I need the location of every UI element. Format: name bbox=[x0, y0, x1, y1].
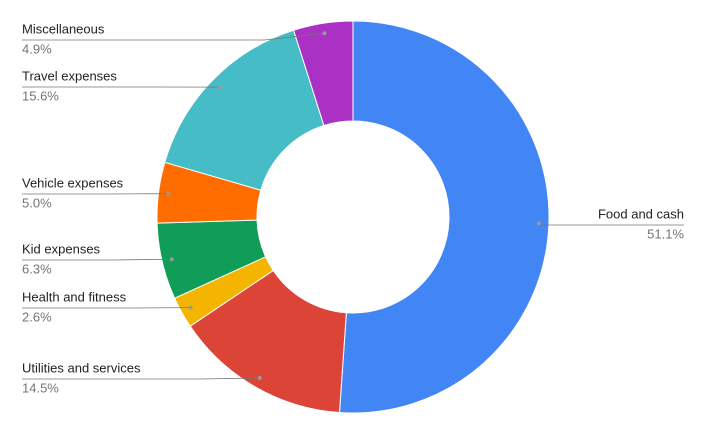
legend-label: Kid expenses bbox=[22, 241, 101, 256]
leader-dot bbox=[322, 31, 327, 36]
legend-label: Health and fitness bbox=[22, 289, 127, 304]
leader-dot bbox=[166, 191, 171, 196]
slice bbox=[189, 269, 347, 414]
leader-dot bbox=[217, 85, 222, 90]
leader-line bbox=[22, 377, 260, 380]
slice bbox=[338, 20, 550, 414]
legend-label: Travel expenses bbox=[22, 68, 117, 83]
legend-label: Utilities and services bbox=[22, 360, 141, 375]
value-label: 51.1% bbox=[647, 226, 684, 241]
legend-label: Vehicle expenses bbox=[22, 175, 124, 190]
value-label: 15.6% bbox=[22, 88, 59, 103]
leader-dot bbox=[536, 221, 541, 226]
slice bbox=[164, 29, 325, 191]
value-label: 2.6% bbox=[22, 309, 52, 324]
leader-line bbox=[538, 223, 684, 226]
leader-dot bbox=[169, 257, 174, 262]
leader-dot bbox=[257, 375, 262, 380]
value-label: 14.5% bbox=[22, 380, 59, 395]
slice bbox=[292, 20, 354, 127]
value-label: 5.0% bbox=[22, 195, 52, 210]
leader-line bbox=[22, 32, 325, 41]
value-label: 6.3% bbox=[22, 261, 52, 276]
legend-label: Miscellaneous bbox=[22, 21, 105, 36]
legend-label: Food and cash bbox=[598, 206, 684, 221]
value-label: 4.9% bbox=[22, 41, 52, 56]
leader-dot bbox=[188, 305, 193, 310]
leader-line bbox=[22, 258, 172, 261]
